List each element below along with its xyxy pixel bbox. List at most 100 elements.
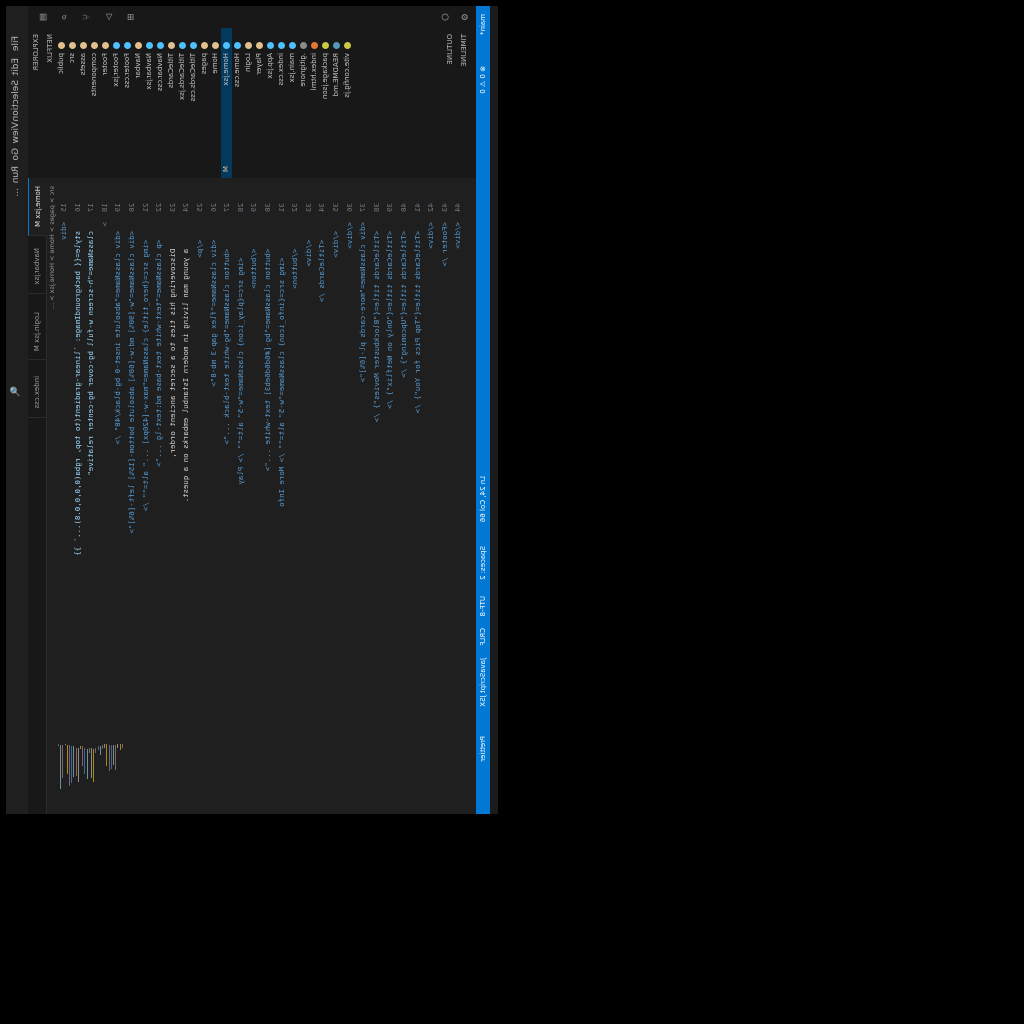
file-icon bbox=[101, 42, 109, 49]
list-item[interactable]: src bbox=[67, 28, 78, 178]
code-line[interactable]: <img src={hero_title} className="max-w-[… bbox=[140, 222, 150, 512]
code-line[interactable]: <div className="flex gap-3 mb-8"> bbox=[208, 222, 218, 387]
list-item[interactable]: App.jsx bbox=[265, 28, 276, 178]
list-item-label: index.css bbox=[277, 53, 285, 86]
code-line[interactable]: </button> bbox=[249, 222, 259, 289]
run-debug-icon[interactable]: ▷ bbox=[102, 13, 115, 21]
code-line[interactable]: <div className="absolute inset-0 bg-blac… bbox=[113, 222, 123, 445]
list-item[interactable]: Footer.jsx bbox=[111, 28, 122, 178]
code-line[interactable]: <TitleCards title={"Top Pics for You"} /… bbox=[412, 222, 422, 414]
code-line[interactable]: <Footer /> bbox=[439, 222, 449, 267]
extensions-icon[interactable]: ⊞ bbox=[124, 13, 137, 21]
list-item[interactable]: Player bbox=[254, 28, 265, 178]
list-item[interactable]: Footer.css bbox=[122, 28, 133, 178]
list-item[interactable]: package.json bbox=[320, 28, 331, 178]
code-line[interactable]: <div className="more-cards pl-[6%]"> bbox=[358, 222, 368, 383]
code-line[interactable]: <button className="bg-white text-black .… bbox=[222, 222, 232, 445]
line-number: 27 bbox=[222, 203, 232, 212]
code-line[interactable]: </div> bbox=[303, 222, 313, 267]
code-line[interactable]: <TitleCards /> bbox=[317, 222, 327, 303]
code-line[interactable]: <TitleCards title={"Upcoming"} /> bbox=[399, 222, 408, 378]
menu-file[interactable]: File bbox=[11, 36, 21, 52]
gear-icon[interactable]: ⚙ bbox=[458, 13, 471, 21]
code-line[interactable]: a young man living in modern Istanbul em… bbox=[181, 222, 191, 503]
minimap-line bbox=[117, 744, 119, 748]
list-item-label: package.json bbox=[321, 53, 329, 100]
problems-indicator[interactable]: ⊗ 0 ⚠ 0 bbox=[479, 66, 487, 94]
minimap[interactable] bbox=[58, 744, 476, 804]
cursor-position[interactable]: Ln 24, Col 66 bbox=[479, 476, 487, 523]
encoding[interactable]: UTF-8 bbox=[479, 596, 487, 617]
source-control-icon[interactable]: ⑂ bbox=[80, 13, 93, 21]
list-item[interactable]: Navbar.jsx bbox=[144, 28, 155, 178]
code-line[interactable]: <p className="text-white text-base md:te… bbox=[154, 222, 164, 467]
code-line[interactable]: </div> bbox=[344, 222, 354, 249]
code-line[interactable]: > bbox=[99, 222, 109, 227]
code-line[interactable]: style={{ backgroundImage: `linear-gradie… bbox=[72, 222, 82, 556]
code-line[interactable]: <TitleCards title={"Blockbuster Movies"}… bbox=[371, 222, 381, 423]
code-line[interactable]: <TitleCards title={"Only on Netflix"} /> bbox=[385, 222, 395, 409]
list-item[interactable]: Home.css bbox=[232, 28, 243, 178]
code-line[interactable]: </div> bbox=[331, 222, 340, 258]
menu-view[interactable]: View bbox=[11, 122, 21, 144]
code-line[interactable]: className="h-screen w-full bg-cover bg-c… bbox=[86, 222, 96, 476]
indent-setting[interactable]: Spaces: 2 bbox=[479, 546, 487, 581]
list-item[interactable]: Footer bbox=[100, 28, 111, 178]
list-item[interactable]: README.md bbox=[331, 28, 342, 178]
tab-navbar-jsx[interactable]: Navbar.jsx bbox=[28, 240, 46, 294]
code-editor[interactable]: 15 <div 16 style={{ backgroundImage: `line… bbox=[58, 178, 476, 738]
list-item[interactable]: index.css bbox=[276, 28, 287, 178]
menu-selection[interactable]: Selection bbox=[11, 80, 21, 122]
list-item[interactable]: .gitignore bbox=[298, 28, 309, 178]
code-line[interactable]: <button className="bg-[#6d6d6eb3] text-w… bbox=[263, 222, 272, 472]
files-icon[interactable]: ▤ bbox=[36, 13, 49, 21]
list-item[interactable]: Login bbox=[243, 28, 254, 178]
breadcrumb[interactable]: src > pages > Home > Home.jsx > ... bbox=[48, 186, 56, 310]
timeline-section[interactable]: TIMELINE bbox=[460, 34, 468, 67]
language-mode[interactable]: JavaScript JSX bbox=[479, 658, 487, 707]
list-item-label: src bbox=[68, 53, 76, 64]
list-item[interactable]: pages bbox=[199, 28, 210, 178]
menu-go[interactable]: Go bbox=[11, 148, 21, 161]
menu-run[interactable]: Run bbox=[11, 166, 21, 184]
code-line[interactable]: </p> bbox=[195, 222, 204, 258]
minimap-line bbox=[84, 747, 86, 774]
code-line[interactable]: <img src={play_icon} className="w-5" alt… bbox=[235, 222, 245, 485]
tab-index-css[interactable]: index.css bbox=[28, 368, 46, 418]
line-number: 42 bbox=[426, 203, 436, 212]
list-item[interactable]: index.html bbox=[309, 28, 320, 178]
list-item[interactable]: main.jsx bbox=[287, 28, 298, 178]
list-item[interactable]: Navbar bbox=[133, 28, 144, 178]
code-line[interactable]: <img src={info_icon} className="w-5" alt… bbox=[276, 222, 286, 507]
eol[interactable]: CRLF bbox=[479, 628, 487, 646]
minimap-line bbox=[58, 744, 59, 747]
code-line[interactable]: </button> bbox=[290, 222, 300, 289]
code-line[interactable]: <div className="w-[90%] md:w-[60%] absol… bbox=[127, 222, 136, 534]
code-line[interactable]: </div> bbox=[426, 222, 436, 249]
tab-login-jsx[interactable]: Login.jsx M bbox=[28, 304, 46, 361]
list-item[interactable]: Navbar.css bbox=[155, 28, 166, 178]
list-item[interactable]: public bbox=[56, 28, 67, 178]
code-line[interactable]: <div bbox=[59, 222, 68, 240]
list-item[interactable]: TitleCards.jsx bbox=[177, 28, 188, 178]
list-item[interactable]: TitleCards.css bbox=[188, 28, 199, 178]
search-icon[interactable]: 🔍 bbox=[11, 386, 21, 398]
menu-edit[interactable]: Edit bbox=[11, 58, 21, 76]
prettier-status[interactable]: Prettier bbox=[479, 736, 487, 762]
minimap-line bbox=[77, 747, 79, 782]
list-item[interactable]: vite.config.js bbox=[342, 28, 353, 178]
file-icon bbox=[112, 42, 120, 49]
code-line[interactable]: </div> bbox=[453, 222, 463, 249]
list-item[interactable]: Home.jsx M bbox=[221, 28, 232, 178]
list-item[interactable]: components bbox=[89, 28, 100, 178]
account-icon[interactable]: ◯ bbox=[438, 13, 451, 21]
list-item[interactable]: assets bbox=[78, 28, 89, 178]
branch-indicator[interactable]: main* bbox=[479, 14, 487, 35]
tab-home-jsx[interactable]: Home.jsx M bbox=[28, 178, 47, 236]
list-item[interactable]: TitleCards bbox=[166, 28, 177, 178]
search-icon[interactable]: ⌕ bbox=[58, 13, 71, 21]
explorer-section[interactable]: NETFLIX bbox=[46, 34, 54, 63]
menu-more[interactable]: ... bbox=[11, 188, 21, 197]
code-line[interactable]: Discovering his ties to a secret ancient… bbox=[167, 222, 177, 458]
list-item[interactable]: Home bbox=[210, 28, 221, 178]
